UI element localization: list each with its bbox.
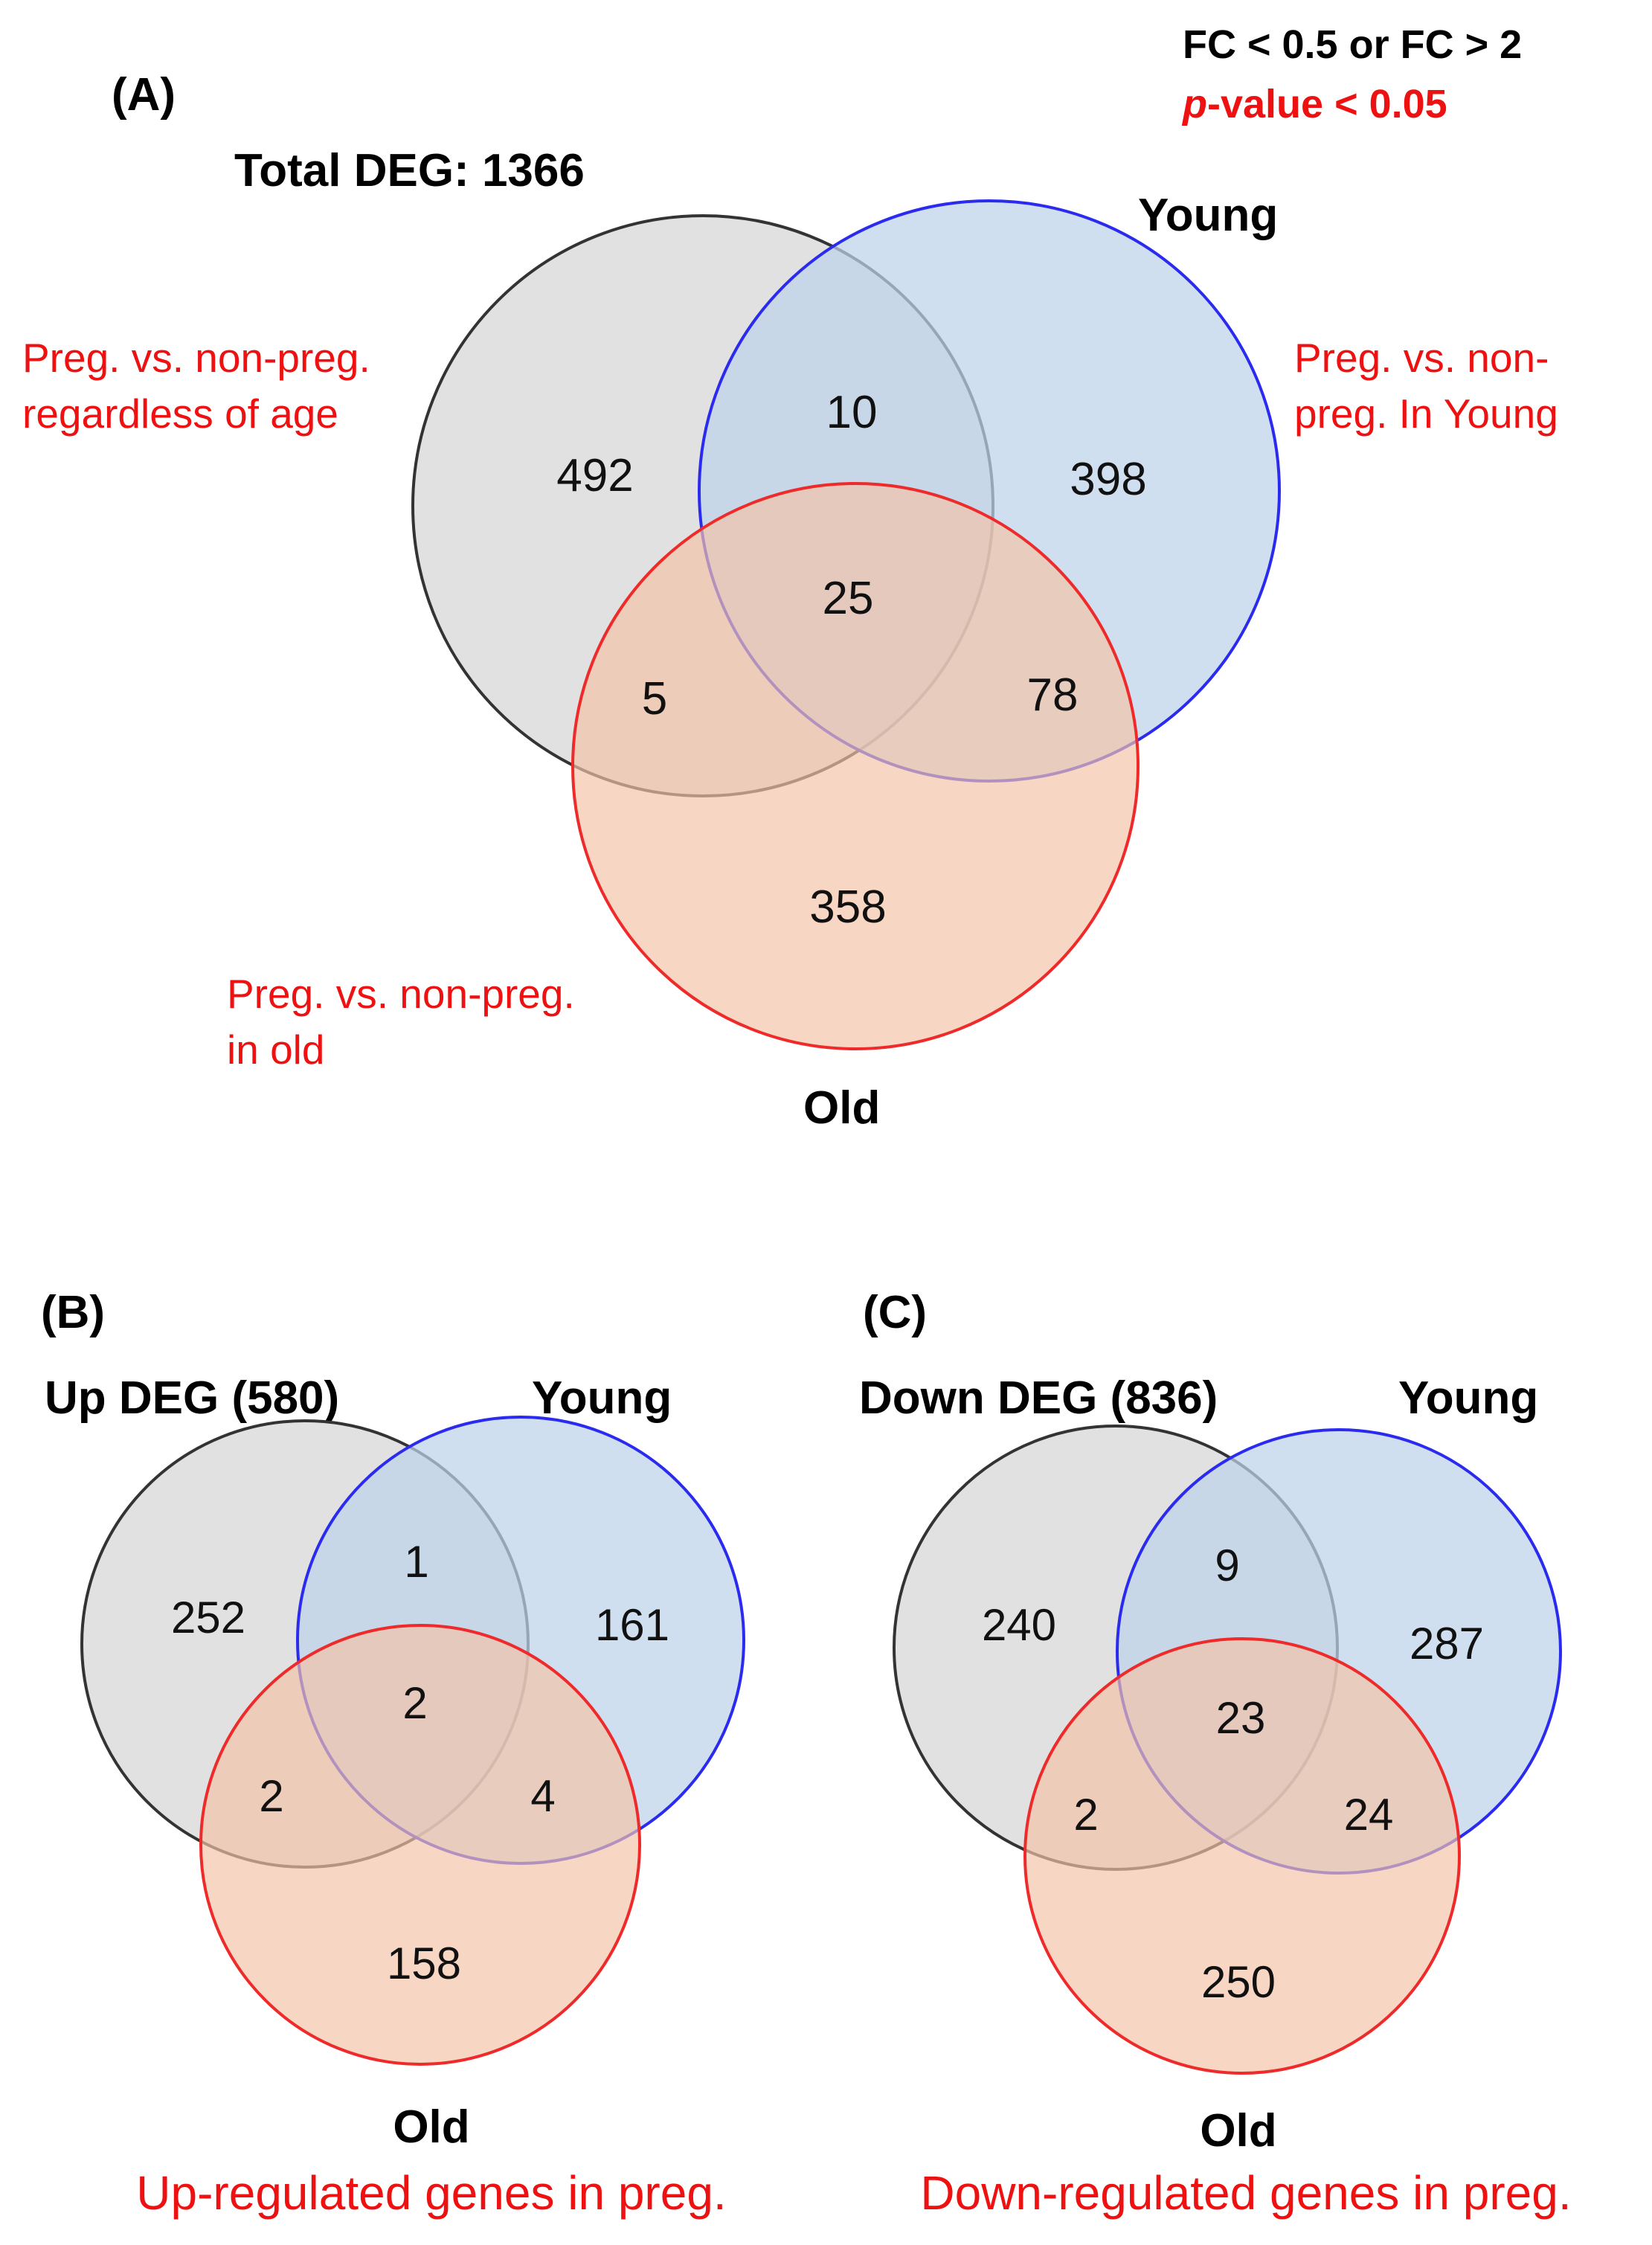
panel-a-set-total-title: Total DEG: 1366 bbox=[234, 145, 585, 196]
panel-c: (C) Down DEG (836) Young 240 9 287 23 2 … bbox=[859, 1287, 1572, 2220]
panel-a: (A) Total DEG: 1366 Young Old Preg. vs. … bbox=[22, 69, 1558, 1134]
panel-c-count-young-only: 287 bbox=[1410, 1619, 1484, 1669]
panel-a-desc-total-line2: regardless of age bbox=[22, 391, 338, 437]
panel-a-label: (A) bbox=[112, 69, 176, 121]
panel-c-caption: Down-regulated genes in preg. bbox=[920, 2166, 1571, 2220]
panel-c-count-total-young: 9 bbox=[1215, 1541, 1239, 1590]
panel-b-set-total-title: Up DEG (580) bbox=[45, 1372, 339, 1424]
criteria-fc: FC < 0.5 or FC > 2 bbox=[1183, 22, 1522, 67]
panel-a-desc-young-line1: Preg. vs. non- bbox=[1294, 335, 1549, 381]
panel-c-circle-old bbox=[1023, 1637, 1461, 2075]
panel-a-count-total-only: 492 bbox=[556, 450, 633, 501]
panel-a-set-old-title: Old bbox=[803, 1082, 880, 1134]
panel-a-circle-old bbox=[571, 482, 1140, 1050]
panel-a-desc-total-line1: Preg. vs. non-preg. bbox=[22, 335, 370, 381]
panel-a-desc-young-line2: preg. In Young bbox=[1294, 391, 1558, 437]
panel-b-count-total-old: 2 bbox=[259, 1771, 283, 1821]
panel-a-desc-old-line1: Preg. vs. non-preg. bbox=[227, 971, 575, 1017]
panel-a-desc-old-line2: in old bbox=[227, 1027, 324, 1073]
panel-c-count-total-only: 240 bbox=[982, 1600, 1056, 1650]
panel-a-count-young-old: 78 bbox=[1027, 669, 1079, 721]
panel-b-count-young-only: 161 bbox=[595, 1600, 669, 1650]
panel-c-set-total-title: Down DEG (836) bbox=[859, 1372, 1218, 1424]
panel-b-count-young-old: 4 bbox=[530, 1771, 555, 1821]
criteria-p-italic: p bbox=[1181, 82, 1207, 126]
panel-b-circle-old bbox=[199, 1624, 641, 2066]
panel-c-set-old-title: Old bbox=[1200, 2105, 1276, 2156]
panel-c-count-young-old: 24 bbox=[1344, 1790, 1394, 1840]
panel-a-count-total-young: 10 bbox=[826, 387, 878, 438]
panel-c-label: (C) bbox=[863, 1287, 927, 1338]
panel-c-count-total-old: 2 bbox=[1073, 1790, 1098, 1840]
panel-a-set-young-title: Young bbox=[1138, 190, 1278, 241]
panel-a-count-all-three: 25 bbox=[823, 573, 874, 624]
panel-a-count-total-old: 5 bbox=[642, 673, 667, 725]
criteria-p-rest: -value < 0.05 bbox=[1207, 82, 1447, 126]
panel-b-count-old-only: 158 bbox=[387, 1939, 461, 1988]
panel-b-count-all-three: 2 bbox=[402, 1678, 427, 1728]
panel-b-count-total-only: 252 bbox=[171, 1593, 245, 1642]
criteria-pvalue: p-value < 0.05 bbox=[1181, 82, 1447, 126]
panel-c-set-young-title: Young bbox=[1398, 1372, 1538, 1424]
panel-b-set-young-title: Young bbox=[532, 1372, 672, 1424]
panel-c-count-old-only: 250 bbox=[1201, 1957, 1276, 2007]
panel-b-label: (B) bbox=[41, 1287, 105, 1338]
panel-c-count-all-three: 23 bbox=[1216, 1693, 1266, 1743]
panel-a-count-old-only: 358 bbox=[809, 881, 886, 933]
panel-b-caption: Up-regulated genes in preg. bbox=[136, 2166, 726, 2220]
panel-b-set-old-title: Old bbox=[393, 2101, 469, 2153]
panel-b: (B) Up DEG (580) Young 252 1 161 2 2 4 1… bbox=[41, 1287, 745, 2220]
panel-a-count-young-only: 398 bbox=[1070, 454, 1146, 505]
panel-b-count-total-young: 1 bbox=[404, 1537, 428, 1587]
